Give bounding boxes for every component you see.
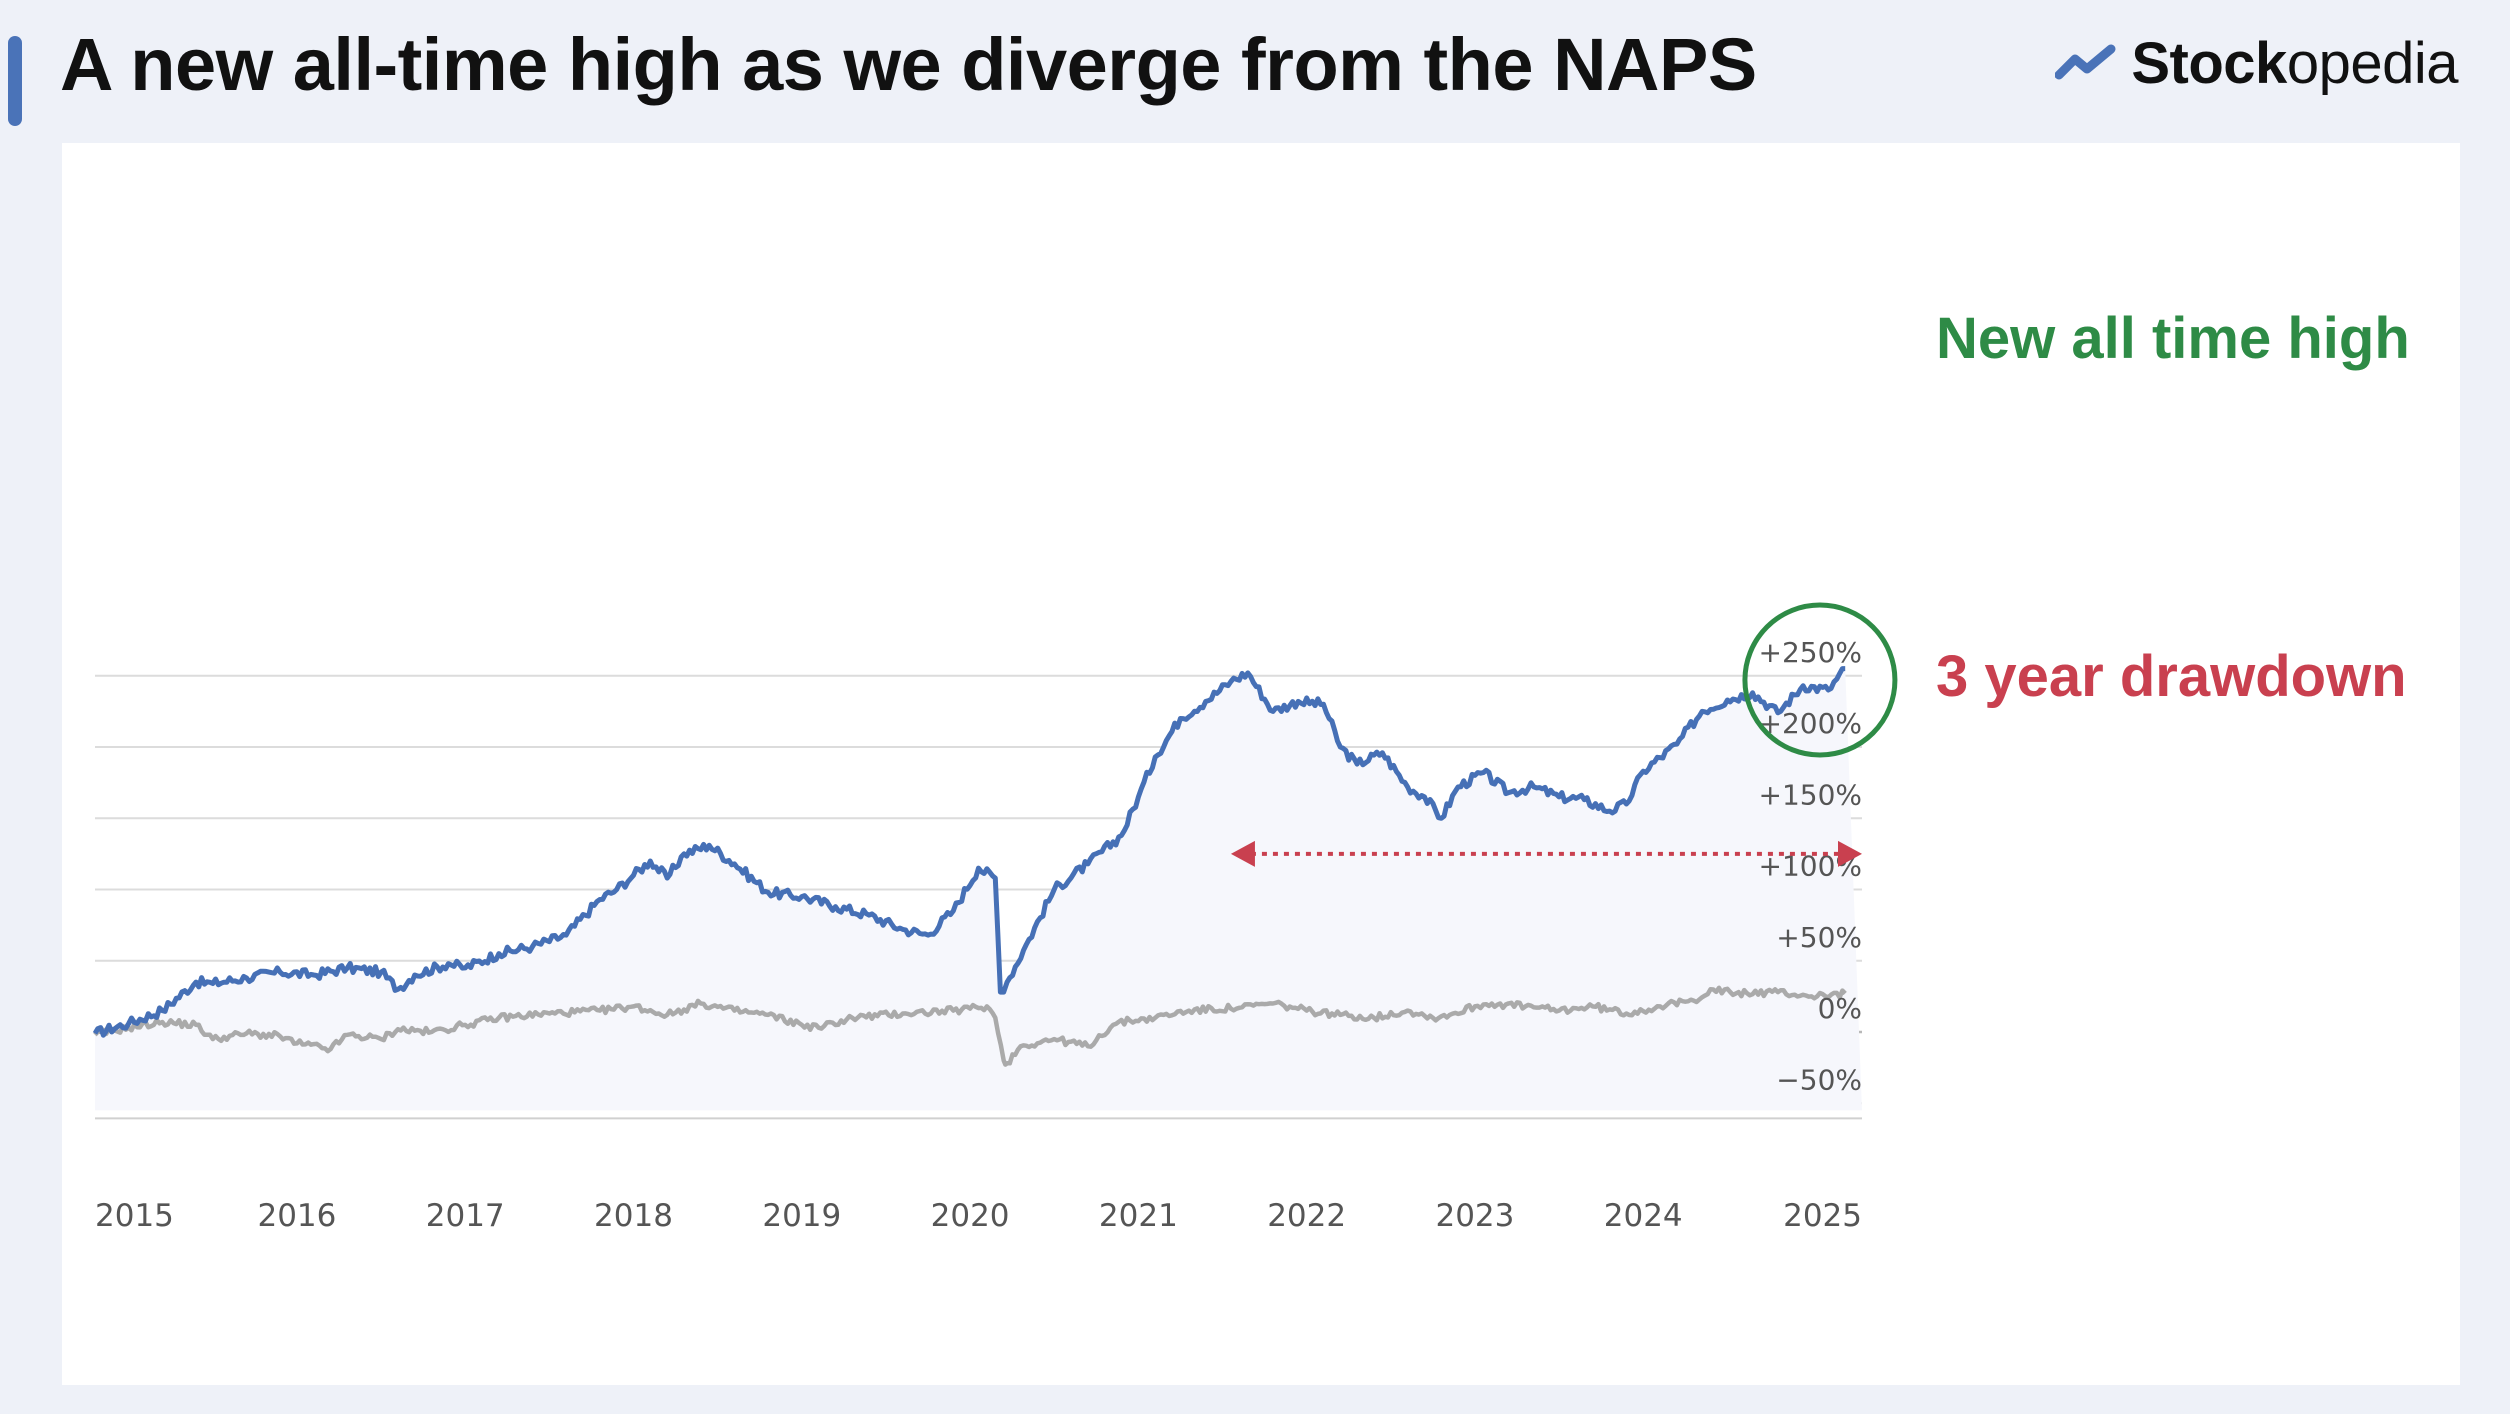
new-high-annotation: New all time high bbox=[1936, 306, 2410, 371]
area-layer bbox=[95, 668, 1862, 1111]
y-tick-label: +250% bbox=[1758, 636, 1862, 669]
brand-name-bold: Stock bbox=[2131, 30, 2287, 96]
x-tick-label: 2020 bbox=[931, 1198, 1010, 1234]
x-tick-label: 2023 bbox=[1435, 1198, 1514, 1234]
trend-line-icon bbox=[2055, 44, 2116, 80]
x-tick-label: 2019 bbox=[762, 1198, 841, 1234]
x-tick-label: 2017 bbox=[426, 1198, 505, 1234]
brand-name: Stockopedia bbox=[2131, 30, 2458, 97]
portfolio-series-line bbox=[92, 666, 1846, 1038]
y-axis-labels: +250%+200%+150%+100%+50%0%−50% bbox=[1758, 636, 1862, 1097]
highlight-circle bbox=[1742, 602, 1898, 758]
x-tick-label: 2024 bbox=[1604, 1198, 1683, 1234]
line-layer bbox=[92, 666, 1847, 1067]
x-tick-label: 2015 bbox=[95, 1198, 174, 1234]
annotation-layer: New all time high 3 year drawdown bbox=[1230, 306, 2410, 867]
title-accent-bar bbox=[8, 36, 22, 126]
x-tick-label: 2025 bbox=[1783, 1198, 1862, 1234]
brand-logo: Stockopedia bbox=[2055, 28, 2459, 98]
x-axis-labels: 2015 2016 2017 2018 2019 2020 2021 2022 2023 2024… bbox=[95, 1198, 1862, 1234]
brand-name-light: opedia bbox=[2286, 30, 2459, 96]
x-tick-label: 2022 bbox=[1267, 1198, 1346, 1234]
page-title: A new all-time high as we diverge from t… bbox=[60, 23, 1757, 106]
benchmark-series-line bbox=[93, 985, 1847, 1067]
y-tick-label: +150% bbox=[1758, 778, 1862, 811]
drawdown-arrow-left-head bbox=[1230, 840, 1255, 867]
y-tick-label: +200% bbox=[1758, 707, 1862, 740]
drawdown-arrow-right-head bbox=[1838, 840, 1862, 867]
y-tick-label: −50% bbox=[1776, 1063, 1862, 1096]
drawdown-annotation: 3 year drawdown bbox=[1936, 644, 2407, 709]
y-tick-label: 0% bbox=[1818, 992, 1862, 1025]
portfolio-area-fill bbox=[95, 668, 1862, 1111]
y-tick-label: +50% bbox=[1776, 921, 1862, 954]
x-tick-label: 2016 bbox=[257, 1198, 336, 1234]
x-tick-label: 2018 bbox=[594, 1198, 673, 1234]
x-tick-label: 2021 bbox=[1099, 1198, 1178, 1234]
